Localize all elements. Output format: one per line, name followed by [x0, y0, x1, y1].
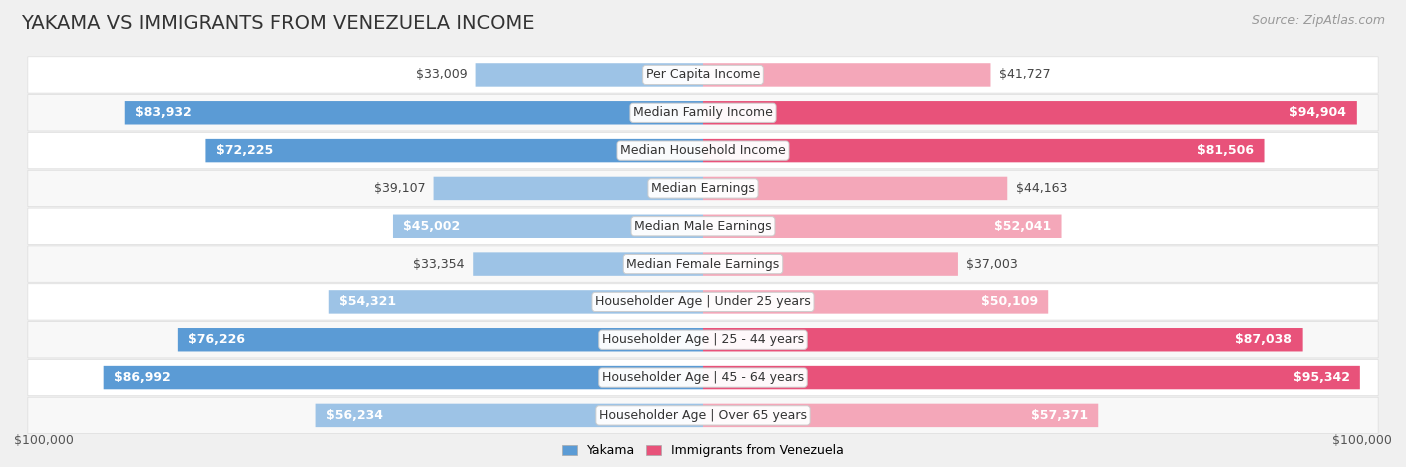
Text: $33,009: $33,009 [416, 69, 467, 81]
FancyBboxPatch shape [474, 252, 703, 276]
Text: $41,727: $41,727 [998, 69, 1050, 81]
Text: $83,932: $83,932 [135, 106, 191, 119]
FancyBboxPatch shape [28, 95, 1378, 131]
Text: $45,002: $45,002 [404, 220, 461, 233]
Text: $37,003: $37,003 [966, 258, 1018, 270]
Text: Median Female Earnings: Median Female Earnings [627, 258, 779, 270]
FancyBboxPatch shape [28, 170, 1378, 206]
FancyBboxPatch shape [28, 246, 1378, 282]
FancyBboxPatch shape [205, 139, 703, 163]
Legend: Yakama, Immigrants from Venezuela: Yakama, Immigrants from Venezuela [557, 439, 849, 462]
FancyBboxPatch shape [703, 290, 1049, 314]
FancyBboxPatch shape [177, 328, 703, 352]
FancyBboxPatch shape [703, 403, 1098, 427]
FancyBboxPatch shape [703, 101, 1357, 125]
Text: Householder Age | Under 25 years: Householder Age | Under 25 years [595, 296, 811, 308]
Text: Per Capita Income: Per Capita Income [645, 69, 761, 81]
Text: Median Male Earnings: Median Male Earnings [634, 220, 772, 233]
FancyBboxPatch shape [475, 63, 703, 87]
FancyBboxPatch shape [392, 214, 703, 238]
Text: Householder Age | 25 - 44 years: Householder Age | 25 - 44 years [602, 333, 804, 346]
Text: $72,225: $72,225 [215, 144, 273, 157]
FancyBboxPatch shape [703, 63, 990, 87]
Text: $57,371: $57,371 [1031, 409, 1088, 422]
FancyBboxPatch shape [28, 397, 1378, 433]
FancyBboxPatch shape [703, 252, 957, 276]
Text: Householder Age | 45 - 64 years: Householder Age | 45 - 64 years [602, 371, 804, 384]
Text: $94,904: $94,904 [1289, 106, 1347, 119]
FancyBboxPatch shape [125, 101, 703, 125]
FancyBboxPatch shape [703, 177, 1007, 200]
Text: $95,342: $95,342 [1292, 371, 1350, 384]
FancyBboxPatch shape [28, 284, 1378, 320]
FancyBboxPatch shape [104, 366, 703, 389]
FancyBboxPatch shape [703, 328, 1302, 352]
Text: $44,163: $44,163 [1015, 182, 1067, 195]
Text: $50,109: $50,109 [981, 296, 1038, 308]
FancyBboxPatch shape [28, 133, 1378, 169]
Text: Median Earnings: Median Earnings [651, 182, 755, 195]
FancyBboxPatch shape [433, 177, 703, 200]
FancyBboxPatch shape [703, 366, 1360, 389]
Text: $39,107: $39,107 [374, 182, 425, 195]
FancyBboxPatch shape [315, 403, 703, 427]
Text: $33,354: $33,354 [413, 258, 465, 270]
FancyBboxPatch shape [703, 139, 1264, 163]
Text: Source: ZipAtlas.com: Source: ZipAtlas.com [1251, 14, 1385, 27]
Text: $100,000: $100,000 [1331, 434, 1392, 447]
Text: $56,234: $56,234 [326, 409, 382, 422]
Text: $100,000: $100,000 [14, 434, 75, 447]
FancyBboxPatch shape [28, 322, 1378, 358]
FancyBboxPatch shape [28, 208, 1378, 244]
FancyBboxPatch shape [703, 214, 1062, 238]
FancyBboxPatch shape [28, 360, 1378, 396]
Text: $81,506: $81,506 [1197, 144, 1254, 157]
FancyBboxPatch shape [28, 57, 1378, 93]
Text: Householder Age | Over 65 years: Householder Age | Over 65 years [599, 409, 807, 422]
Text: Median Family Income: Median Family Income [633, 106, 773, 119]
Text: $86,992: $86,992 [114, 371, 170, 384]
Text: Median Household Income: Median Household Income [620, 144, 786, 157]
Text: $87,038: $87,038 [1236, 333, 1292, 346]
Text: $76,226: $76,226 [188, 333, 245, 346]
Text: YAKAMA VS IMMIGRANTS FROM VENEZUELA INCOME: YAKAMA VS IMMIGRANTS FROM VENEZUELA INCO… [21, 14, 534, 33]
Text: $54,321: $54,321 [339, 296, 396, 308]
FancyBboxPatch shape [329, 290, 703, 314]
Text: $52,041: $52,041 [994, 220, 1052, 233]
